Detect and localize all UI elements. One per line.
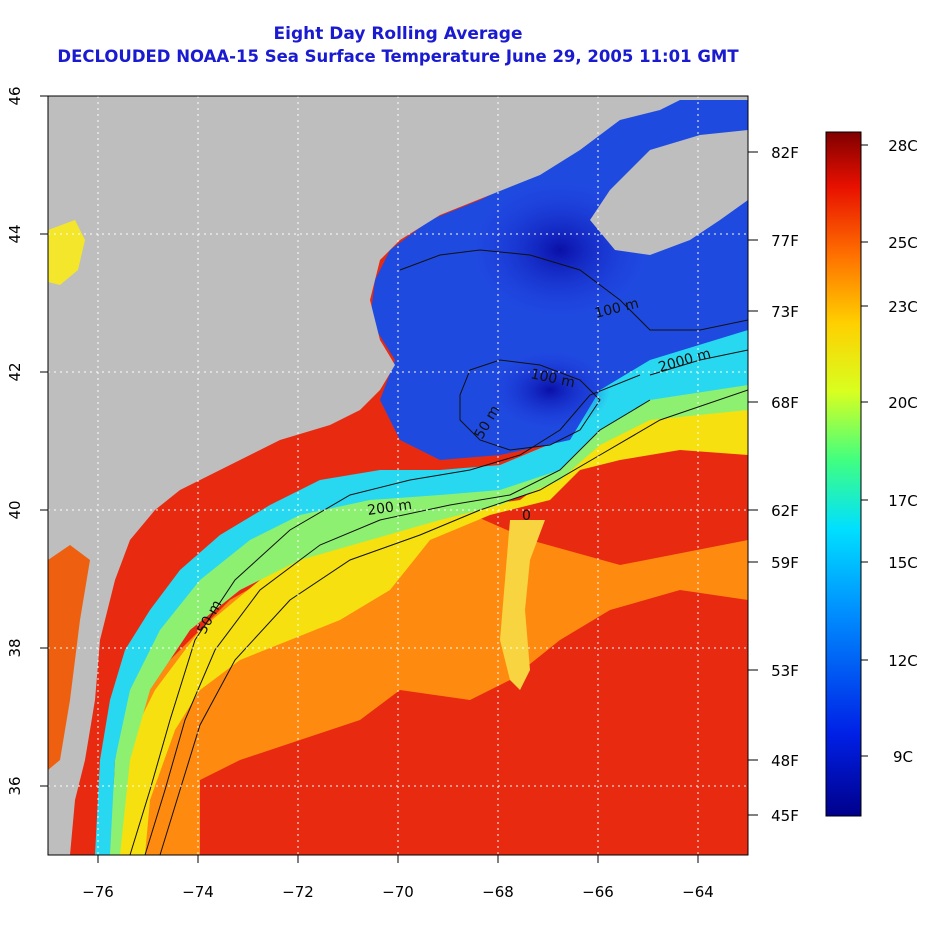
- fahrenheit-label: 68F: [771, 394, 799, 412]
- celsius-label: 20C: [888, 394, 918, 412]
- land-mass: [48, 96, 748, 855]
- shelf-water-mild: [110, 360, 748, 855]
- contour-2000m: [649, 349, 748, 376]
- lon-tick-label: −68: [482, 883, 514, 901]
- contour-label: 0: [522, 508, 531, 524]
- contour-200m: [159, 389, 748, 855]
- lon-tick-label: −64: [682, 883, 714, 901]
- lon-tick-label: −66: [582, 883, 614, 901]
- celsius-label: 17C: [888, 492, 918, 510]
- lat-tick-label: 44: [6, 224, 24, 243]
- inland-lake: [48, 220, 85, 285]
- shelf-water-warm: [95, 380, 748, 855]
- contour-50m: [129, 374, 641, 855]
- lat-tick-label: 40: [6, 500, 24, 519]
- celsius-label: 23C: [888, 298, 918, 316]
- contour-label: 200 m: [366, 497, 413, 519]
- shelf-water-cool: [95, 330, 748, 855]
- georges-bank-cold-pool: [490, 350, 610, 430]
- lat-tick-label: 38: [6, 638, 24, 657]
- contour-100m: [144, 399, 651, 855]
- lat-tick-label: 36: [6, 776, 24, 795]
- celsius-label: 28C: [888, 137, 918, 155]
- celsius-label: 12C: [888, 652, 918, 670]
- lon-tick-label: −74: [182, 883, 214, 901]
- bathymetry-contours: [129, 249, 748, 855]
- lat-tick-label: 42: [6, 362, 24, 381]
- contour-georges-bank: [459, 359, 601, 451]
- chart-title: Eight Day Rolling Average: [273, 24, 523, 44]
- fahrenheit-scale: 82F 77F 73F 68F 62F 59F 53F 48F 45F: [748, 144, 799, 825]
- graticule: [48, 96, 748, 855]
- longitude-axis: −76 −74 −72 −70 −68 −66 −64: [82, 855, 714, 901]
- lon-tick-label: −70: [382, 883, 414, 901]
- temperature-colorbar: [825, 131, 862, 817]
- celsius-label: 9C: [893, 748, 913, 766]
- chart-subtitle: DECLOUDED NOAA-15 Sea Surface Temperatur…: [57, 47, 739, 66]
- chesapeake-bay: [48, 545, 90, 770]
- lon-tick-label: −72: [282, 883, 314, 901]
- latitude-axis: 36 38 40 42 44 46: [6, 86, 48, 796]
- fahrenheit-label: 77F: [771, 232, 799, 250]
- contour-gulf-of-maine: [399, 249, 748, 331]
- fahrenheit-label: 45F: [771, 807, 799, 825]
- sst-field: [48, 96, 748, 855]
- celsius-scale: 28C 25C 23C 20C 17C 15C 12C 9C: [861, 137, 918, 766]
- celsius-label: 15C: [888, 554, 918, 572]
- fahrenheit-label: 82F: [771, 144, 799, 162]
- fahrenheit-label: 73F: [771, 303, 799, 321]
- fahrenheit-label: 62F: [771, 502, 799, 520]
- fahrenheit-label: 59F: [771, 554, 799, 572]
- fahrenheit-label: 48F: [771, 752, 799, 770]
- celsius-label: 25C: [888, 234, 918, 252]
- lon-tick-label: −76: [82, 883, 114, 901]
- fahrenheit-label: 53F: [771, 662, 799, 680]
- nova-scotia: [590, 130, 748, 255]
- lat-tick-label: 46: [6, 86, 24, 105]
